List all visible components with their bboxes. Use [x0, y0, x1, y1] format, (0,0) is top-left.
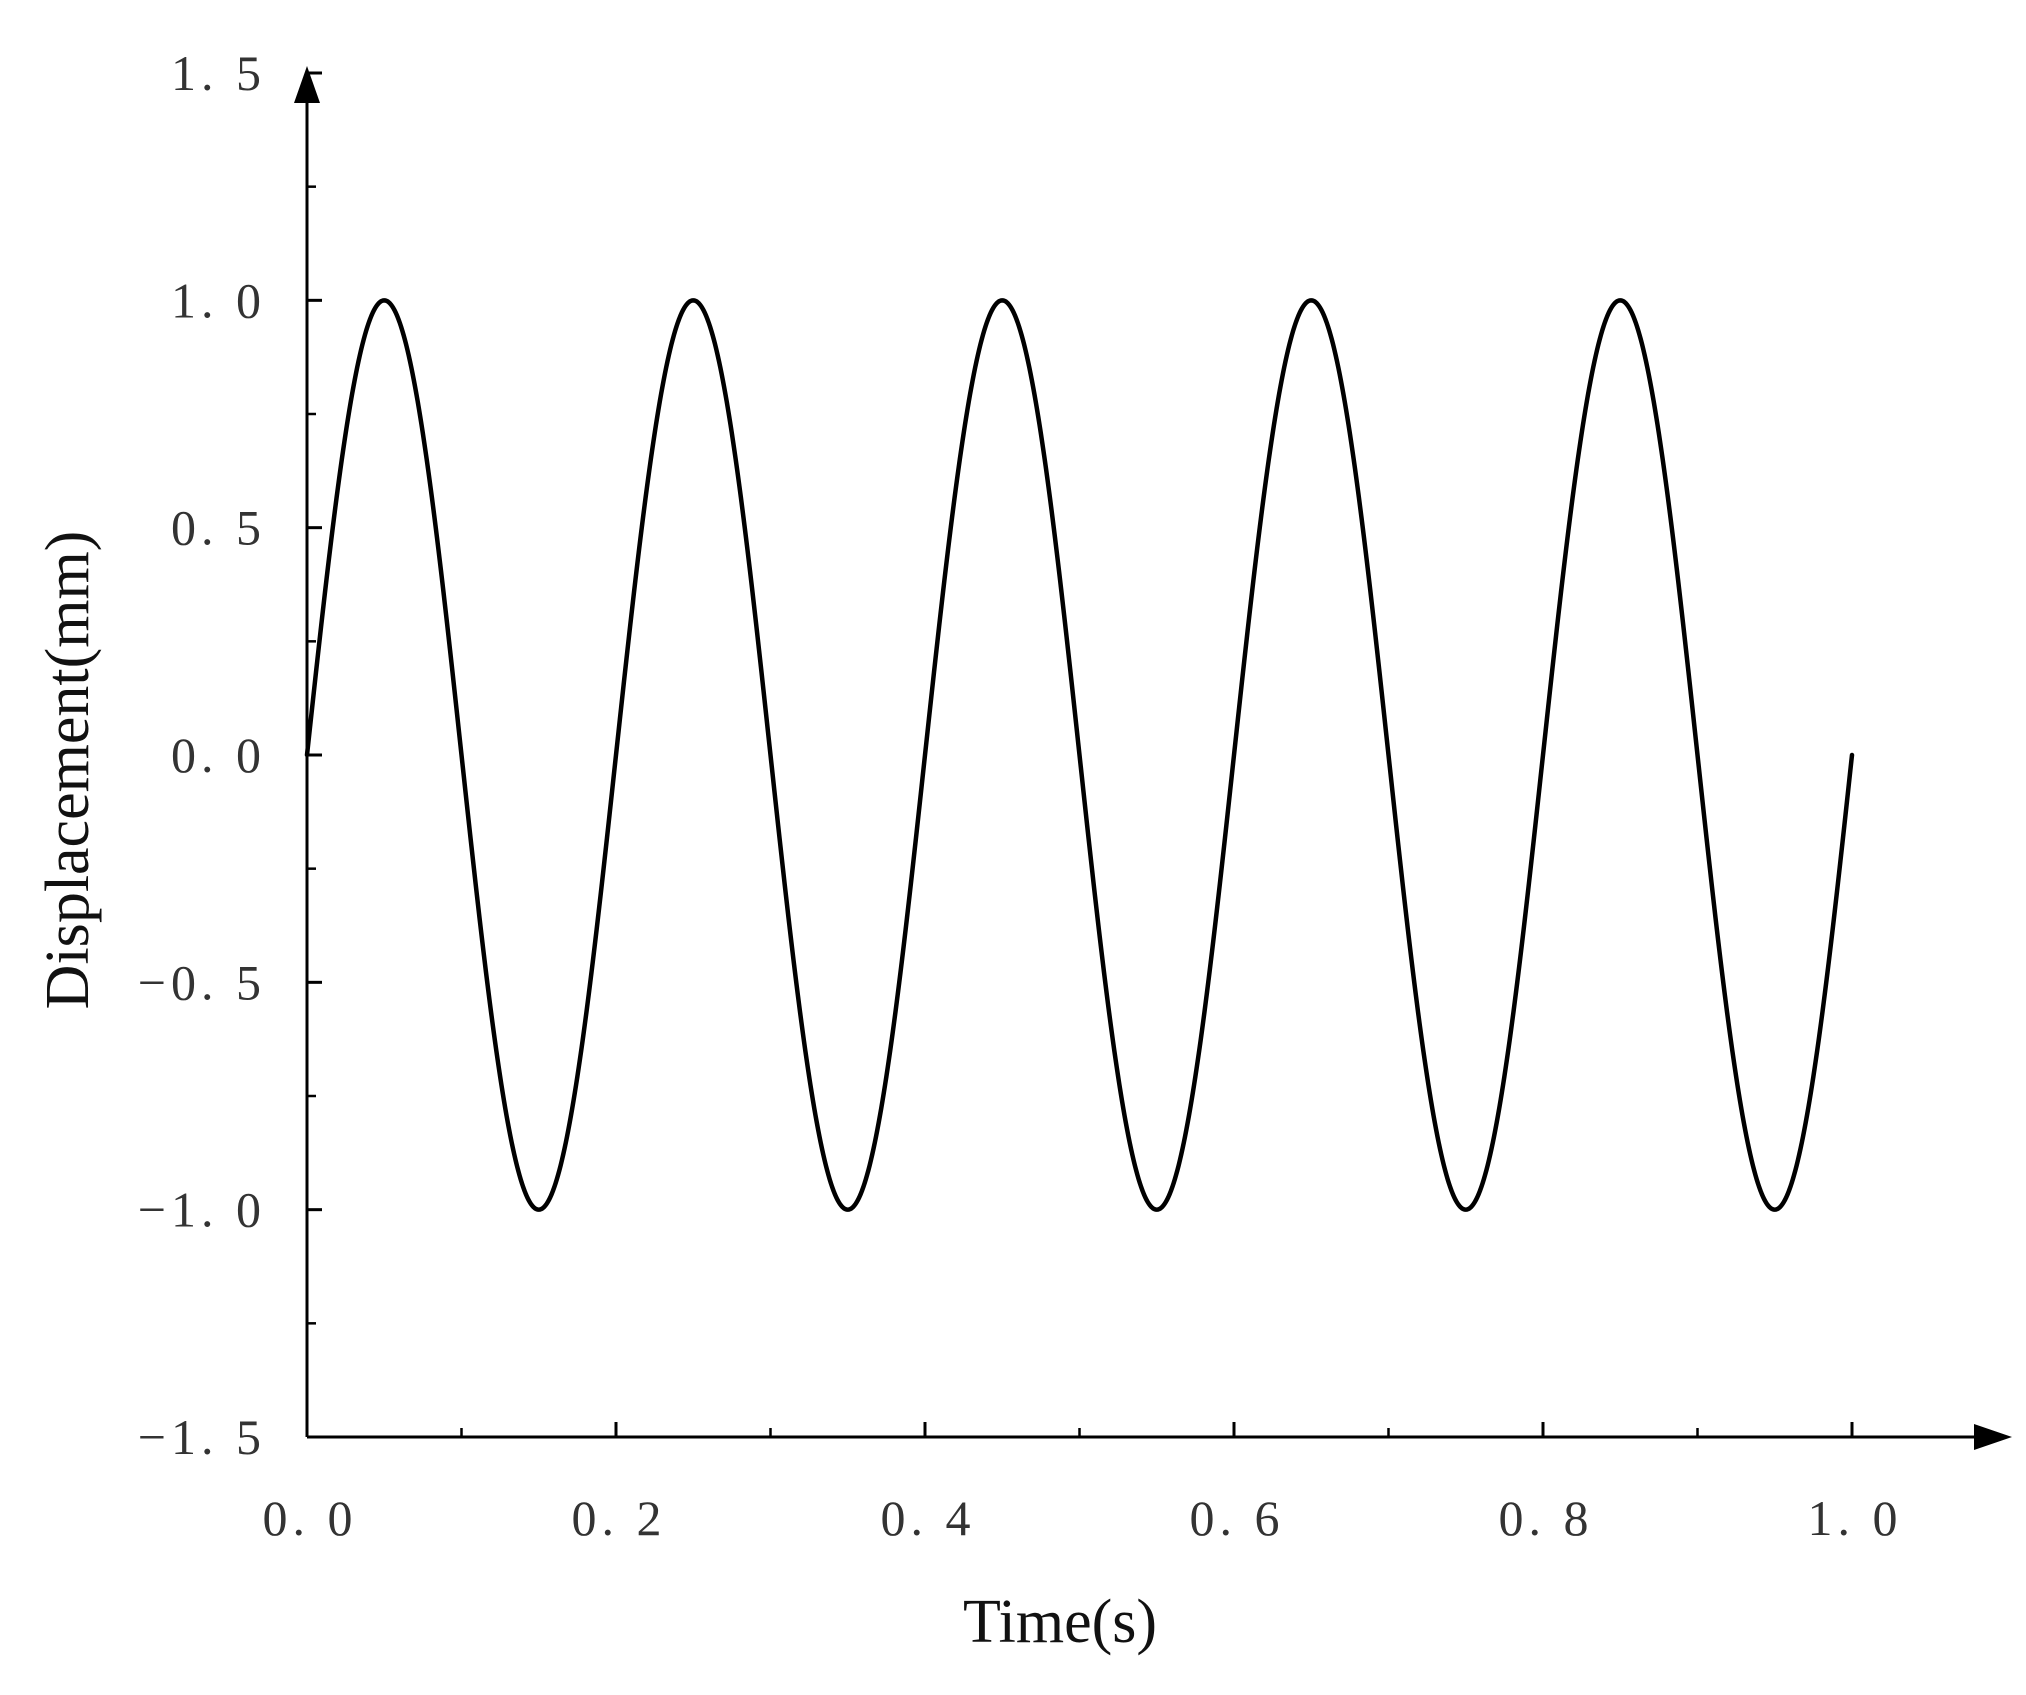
y-axis-arrowhead: [294, 66, 320, 103]
tick-marks: [305, 71, 1854, 1439]
y-tick-label: 0. 5: [171, 500, 266, 556]
x-tick-label: 0. 8: [1499, 1490, 1594, 1546]
x-tick-label: 0. 0: [263, 1490, 358, 1546]
y-tick-label: 0. 0: [171, 727, 266, 783]
tick-labels: 1. 5 1. 0 0. 5 0. 0 −0. 5 −1. 0 −1. 5 0. 0 0. 2 0…: [138, 45, 1903, 1546]
x-axis-arrowhead: [1974, 1424, 2012, 1450]
y-tick-label: 1. 5: [171, 45, 266, 101]
axes: [294, 66, 2012, 1450]
series-group: [304, 298, 1855, 1212]
x-tick-label: 1. 0: [1808, 1490, 1903, 1546]
y-axis-label: Displacement(mm): [34, 531, 102, 1010]
y-tick-label: −1. 5: [138, 1409, 266, 1465]
y-tick-label: 1. 0: [171, 272, 266, 328]
x-tick-label: 0. 2: [572, 1490, 667, 1546]
x-tick-label: 0. 4: [881, 1490, 976, 1546]
displacement-series-line: [304, 298, 1855, 1212]
x-axis-label: Time(s): [963, 1588, 1157, 1656]
x-tick-label: 0. 6: [1190, 1490, 1285, 1546]
y-tick-label: −0. 5: [138, 954, 266, 1010]
y-tick-label: −1. 0: [138, 1182, 266, 1238]
